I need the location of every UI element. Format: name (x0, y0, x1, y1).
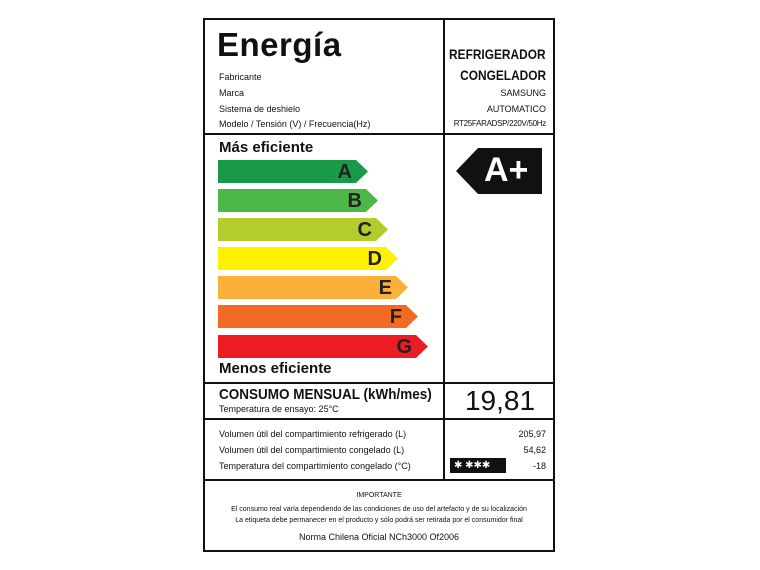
efficiency-bar-f: F (218, 305, 418, 328)
info-label-manufacturer: Fabricante (219, 72, 262, 82)
freezer-star-rating-icon: ✱ ✱✱✱ (450, 458, 506, 473)
efficiency-bar-e: E (218, 276, 408, 299)
product-type-2: CONGELADOR (460, 67, 546, 83)
efficiency-bar-c: C (218, 218, 388, 241)
efficiency-bar-a: A (218, 160, 368, 183)
spec-label-freezer-temp: Temperatura del compartimiento congelado… (219, 461, 411, 471)
divider (203, 418, 555, 420)
consumption-label: CONSUMO MENSUAL (kWh/mes) (219, 386, 432, 403)
divider (203, 382, 555, 384)
efficiency-letter: F (389, 306, 402, 328)
spec-label-fridge-volume: Volumen útil del compartimiento refriger… (219, 429, 407, 439)
efficiency-bar-g: G (218, 335, 428, 358)
brand-value: SAMSUNG (500, 88, 546, 98)
info-label-model: Modelo / Tensión (V) / Frecuencia(Hz) (219, 119, 371, 129)
efficiency-letter: G (396, 336, 412, 358)
divider (443, 18, 445, 383)
info-label-defrost: Sistema de deshielo (219, 104, 301, 114)
model-value: RT25FARADSP/220V/50Hz (453, 119, 547, 128)
consumption-value: 19,81 (464, 385, 536, 416)
footer-line-2: La etiqueta debe permanecer en el produc… (235, 517, 523, 524)
rating-arrow: A+ (456, 148, 542, 194)
divider (203, 133, 555, 135)
spec-label-freezer-volume: Volumen útil del compartimiento congelad… (219, 445, 405, 455)
energy-label (203, 18, 555, 552)
most-efficient-label: Más eficiente (219, 139, 314, 156)
efficiency-bar-d: D (218, 247, 398, 270)
footer-line-1: El consumo real varía dependiendo de las… (231, 506, 527, 513)
efficiency-letter: D (367, 248, 382, 270)
info-label-brand: Marca (219, 88, 245, 98)
least-efficient-label: Menos eficiente (219, 360, 332, 377)
divider (203, 479, 555, 481)
efficiency-letter: A (337, 161, 352, 183)
freezer-temp-value: -18 (532, 461, 546, 471)
label-title: Energía (217, 26, 342, 63)
efficiency-letter: C (357, 219, 372, 241)
efficiency-bar-b: B (218, 189, 378, 212)
efficiency-letter: B (347, 190, 362, 212)
important-heading: IMPORTANTE (356, 492, 402, 499)
divider (443, 383, 445, 480)
norm-reference: Norma Chilena Oficial NCh3000 Of2006 (298, 532, 460, 542)
efficiency-letter: E (378, 277, 392, 299)
freezer-volume-value: 54,62 (523, 445, 546, 455)
rating-value: A+ (484, 151, 529, 189)
defrost-value: AUTOMATICO (486, 104, 546, 114)
product-type-1: REFRIGERADOR (449, 46, 546, 62)
test-temperature: Temperatura de ensayo: 25°C (219, 404, 339, 414)
fridge-volume-value: 205,97 (518, 429, 546, 439)
